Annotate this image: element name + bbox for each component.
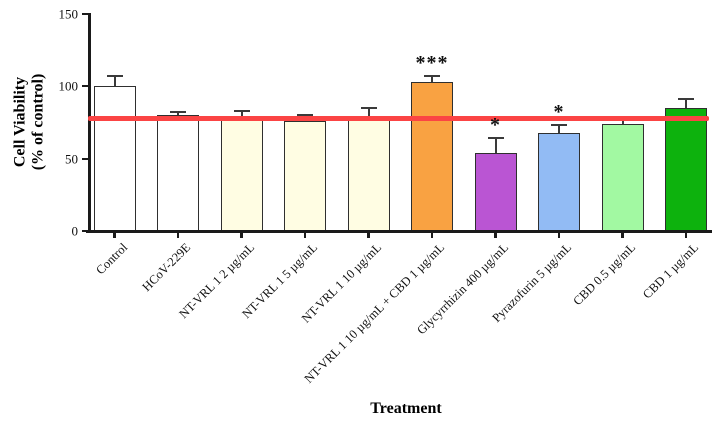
- x-tick-mark: [557, 233, 561, 238]
- error-bar-stem: [177, 112, 179, 115]
- bar: [665, 108, 707, 232]
- y-axis-title: Cell Viability (% of control): [12, 74, 49, 171]
- error-bar-stem: [367, 108, 370, 118]
- error-bar-cap: [551, 124, 567, 127]
- error-bar-stem: [113, 76, 116, 87]
- x-tick-mark: [430, 233, 434, 238]
- bar: [538, 132, 580, 232]
- error-bar-stem: [431, 76, 433, 82]
- reference-line: [88, 115, 709, 121]
- y-tick-mark: [82, 13, 88, 15]
- x-tick-mark: [367, 233, 370, 238]
- error-bar-cap: [170, 111, 186, 114]
- x-tick-mark: [494, 233, 497, 238]
- bar: [347, 117, 390, 232]
- y-axis-line: [88, 13, 91, 233]
- x-tick-label: CBD 1 µg/mL: [640, 240, 702, 302]
- y-tick-label: 150: [58, 6, 79, 22]
- bar: [284, 121, 326, 232]
- error-bar-stem: [558, 125, 560, 133]
- y-tick-label: 50: [65, 151, 78, 167]
- error-bar-stem: [621, 118, 624, 124]
- bar: [474, 152, 517, 232]
- bar: [93, 86, 136, 232]
- bar: [601, 123, 644, 232]
- x-axis-title: Treatment: [370, 400, 442, 417]
- error-bar-cap: [360, 107, 377, 110]
- bar: [157, 114, 199, 232]
- bar: [411, 81, 453, 232]
- y-axis-title-line1: Cell Viability: [11, 76, 29, 168]
- x-tick-mark: [684, 233, 688, 238]
- error-bar-stem: [494, 138, 497, 153]
- y-tick-mark: [82, 85, 88, 88]
- x-tick-mark: [621, 233, 624, 238]
- y-tick-mark: [82, 157, 88, 160]
- significance-marker: *: [553, 101, 565, 124]
- significance-marker: ***: [415, 52, 449, 75]
- y-tick-label: 0: [71, 223, 79, 239]
- x-tick-mark: [240, 233, 243, 238]
- error-bar-cap: [424, 75, 440, 78]
- y-tick-mark: [82, 230, 88, 232]
- x-axis-line: [86, 230, 712, 233]
- significance-marker: *: [490, 114, 501, 137]
- error-bar-cap: [233, 109, 250, 112]
- error-bar-cap: [678, 97, 694, 100]
- error-bar-cap: [106, 75, 123, 78]
- x-tick-mark: [113, 233, 116, 238]
- bar: [220, 117, 263, 232]
- error-bar-cap: [487, 137, 504, 140]
- error-bar-stem: [240, 110, 243, 118]
- error-bar-stem: [685, 98, 687, 109]
- x-tick-mark: [303, 233, 307, 238]
- error-bar-cap: [297, 114, 313, 117]
- x-tick-mark: [176, 233, 180, 238]
- x-tick-label: Control: [92, 240, 130, 278]
- y-tick-label: 100: [58, 78, 79, 94]
